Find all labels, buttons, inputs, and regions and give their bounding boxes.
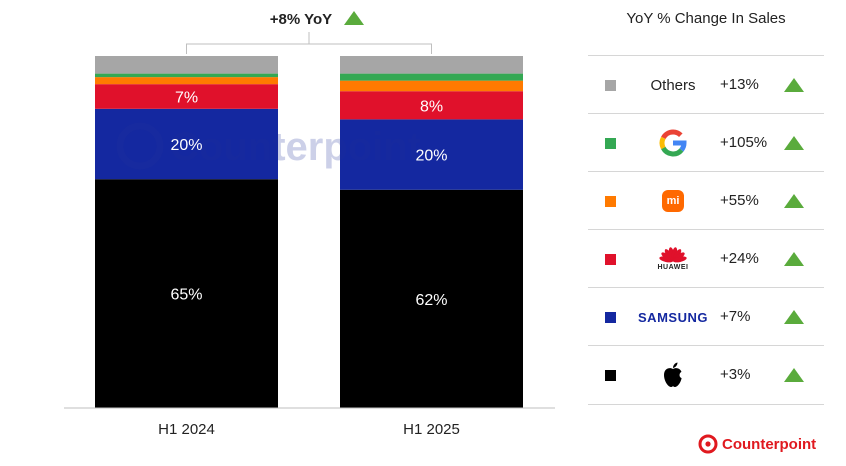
google-logo-icon xyxy=(659,129,687,157)
up-triangle-icon xyxy=(784,136,804,150)
bars xyxy=(95,56,523,408)
bar-segment-samsung-1 xyxy=(340,119,523,190)
legend-brand-xiaomi: mi xyxy=(632,172,714,230)
bar-segment-xiaomi-0 xyxy=(95,77,278,85)
watermark: Counterpoint xyxy=(116,122,421,170)
data-label-samsung-0: 20% xyxy=(170,137,202,154)
yoy-annotation-text: +8% YoY xyxy=(270,11,332,28)
bar-segment-others-1 xyxy=(340,56,523,74)
bar-segment-apple-0 xyxy=(95,179,278,408)
legend-brand-google xyxy=(632,114,714,172)
up-triangle-icon xyxy=(784,368,804,382)
legend-row-samsung: SAMSUNG +7% xyxy=(588,287,824,346)
data-label-apple-1: 62% xyxy=(415,292,447,309)
xiaomi-logo-icon: mi xyxy=(662,190,684,212)
legend-swatch-google xyxy=(605,138,616,149)
legend: YoY % Change In Sales Others +13% +105% mi +… xyxy=(588,0,824,420)
bar-segment-xiaomi-1 xyxy=(340,80,523,92)
data-label-samsung-1: 20% xyxy=(415,148,447,165)
x-tick-label-1: H1 2025 xyxy=(403,421,460,438)
legend-row-google: +105% xyxy=(588,113,824,172)
legend-change-others: +13% xyxy=(720,76,759,93)
x-axis: H1 2024 H1 2025 xyxy=(64,407,555,438)
apple-logo-icon xyxy=(664,362,685,387)
bar-segment-apple-1 xyxy=(340,189,523,408)
data-label-huawei-0: 7% xyxy=(175,89,198,106)
samsung-logo-icon: SAMSUNG xyxy=(638,309,708,325)
legend-change-apple: +3% xyxy=(720,366,751,383)
bar-segment-others-0 xyxy=(95,56,278,74)
watermark-text: Counterpoint xyxy=(170,125,421,169)
legend-swatch-xiaomi xyxy=(605,196,616,207)
bar-segment-samsung-0 xyxy=(95,108,278,180)
data-label-huawei-1: 8% xyxy=(420,98,443,115)
legend-swatch-samsung xyxy=(605,312,616,323)
up-triangle-icon xyxy=(344,11,364,25)
legend-row-xiaomi: mi +55% xyxy=(588,171,824,230)
watermark-logo-icon xyxy=(116,122,164,170)
legend-change-huawei: +24% xyxy=(720,250,759,267)
x-tick-label-0: H1 2024 xyxy=(158,421,215,438)
legend-swatch-others xyxy=(605,80,616,91)
up-triangle-icon xyxy=(784,252,804,266)
legend-change-google: +105% xyxy=(720,134,768,151)
legend-brand-label: Others xyxy=(650,76,696,94)
legend-row-huawei: HUAWEI +24% xyxy=(588,229,824,288)
legend-brand-apple xyxy=(632,346,714,404)
bar-segment-huawei-1 xyxy=(340,91,523,120)
up-triangle-icon xyxy=(784,78,804,92)
legend-brand-huawei: HUAWEI xyxy=(632,230,714,288)
legend-title: YoY % Change In Sales xyxy=(626,10,786,27)
legend-swatch-huawei xyxy=(605,254,616,265)
counterpoint-logo: Counterpoint xyxy=(698,434,816,454)
counterpoint-logo-icon xyxy=(698,434,718,454)
data-labels: 65% 20% 7% 62% 20% 8% xyxy=(170,89,447,308)
bar-segment-google-1 xyxy=(340,73,523,81)
legend-swatch-apple xyxy=(605,370,616,381)
counterpoint-logo-text: Counterpoint xyxy=(722,435,817,453)
legend-row-apple: +3% xyxy=(588,345,824,405)
bar-segment-huawei-0 xyxy=(95,84,278,109)
legend-row-others: Others +13% xyxy=(588,55,824,114)
legend-brand-others: Others xyxy=(632,56,714,114)
bar-segment-google-0 xyxy=(95,73,278,78)
yoy-bracket xyxy=(186,43,432,54)
yoy-annotation: +8% YoY xyxy=(186,11,432,54)
data-label-apple-0: 65% xyxy=(170,287,202,304)
legend-brand-samsung: SAMSUNG xyxy=(632,288,714,346)
legend-change-xiaomi: +55% xyxy=(720,192,759,209)
up-triangle-icon xyxy=(784,194,804,208)
legend-change-samsung: +7% xyxy=(720,308,751,325)
up-triangle-icon xyxy=(784,310,804,324)
huawei-logo-icon: HUAWEI xyxy=(658,247,689,271)
